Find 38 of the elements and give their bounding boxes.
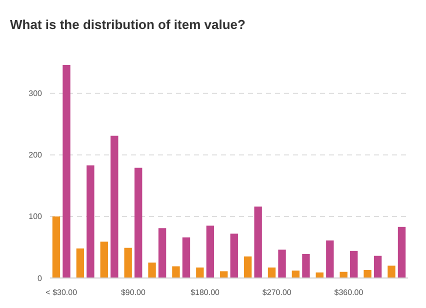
bar	[388, 266, 396, 278]
bar	[62, 65, 70, 278]
chart-title: What is the distribution of item value?	[10, 17, 246, 32]
bar	[110, 136, 118, 278]
bar	[100, 242, 108, 278]
bar	[124, 248, 132, 278]
bar	[86, 165, 94, 278]
x-tick-label: $270.00	[262, 288, 292, 297]
bar	[244, 256, 252, 278]
bar	[158, 228, 166, 278]
bar	[292, 270, 300, 278]
bar	[326, 240, 334, 278]
bar	[268, 268, 276, 278]
bar	[172, 266, 180, 278]
bar	[206, 226, 214, 278]
x-tick-label: < $30.00	[46, 288, 78, 297]
bar	[76, 248, 84, 278]
bar	[374, 256, 382, 278]
bar	[220, 271, 228, 278]
bar	[254, 206, 262, 278]
bar	[398, 226, 406, 278]
bar	[350, 250, 358, 278]
y-tick-label: 100	[28, 212, 43, 222]
bar	[364, 270, 372, 278]
bar	[52, 216, 60, 278]
bar	[196, 268, 204, 278]
y-tick-label: 200	[28, 150, 43, 160]
bar	[148, 262, 156, 278]
bar	[302, 254, 310, 278]
y-tick-label: 0	[38, 274, 43, 283]
bar	[230, 234, 238, 278]
bar	[278, 250, 286, 278]
x-tick-label: $180.00	[190, 288, 220, 297]
bar	[134, 168, 142, 278]
x-tick-label: $90.00	[120, 288, 146, 297]
x-tick-label: $360.00	[334, 288, 364, 297]
bar	[182, 237, 190, 278]
y-tick-label: 300	[28, 89, 43, 98]
